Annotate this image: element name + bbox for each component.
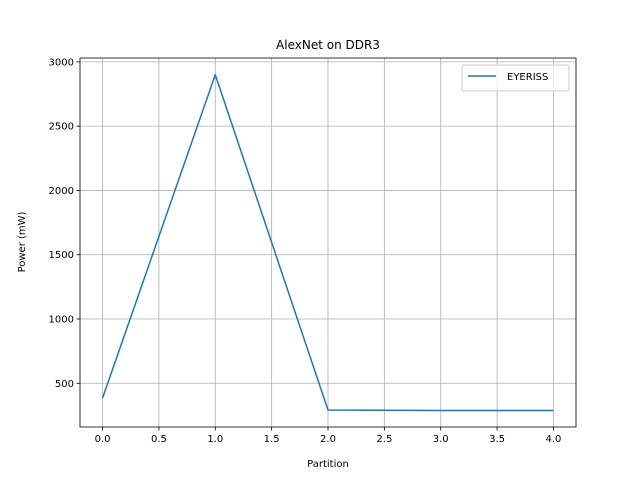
- grid: [80, 58, 576, 427]
- y-tick-label: 2000: [49, 186, 74, 197]
- y-axis-label: Power (mW): [17, 211, 28, 272]
- y-axis-ticks: 500 1000 1500 2000 2500 3000: [49, 57, 80, 390]
- x-tick-label: 3.5: [489, 434, 505, 445]
- legend: EYERISS: [461, 64, 570, 92]
- x-tick-label: 2.5: [376, 434, 392, 445]
- legend-box: [461, 64, 570, 92]
- x-axis-ticks: 0.0 0.5 1.0 1.5 2.0 2.5 3.0 3.5 4.0: [95, 427, 562, 445]
- chart-title: AlexNet on DDR3: [276, 38, 380, 52]
- x-tick-label: 4.0: [546, 434, 562, 445]
- x-tick-label: 1.0: [207, 434, 223, 445]
- y-tick-label: 2500: [49, 122, 74, 133]
- x-axis-label: Partition: [307, 459, 349, 470]
- series-layer: [101, 73, 554, 412]
- x-tick-label: 2.0: [320, 434, 336, 445]
- legend-label-eyeriss: EYERISS: [507, 72, 548, 83]
- y-tick-label: 1500: [49, 250, 74, 261]
- y-tick-label: 3000: [49, 57, 74, 68]
- x-tick-label: 1.5: [264, 434, 280, 445]
- y-tick-label: 1000: [49, 315, 74, 326]
- x-tick-label: 0.0: [95, 434, 111, 445]
- x-tick-label: 0.5: [151, 434, 167, 445]
- y-tick-label: 500: [55, 379, 74, 390]
- x-tick-label: 3.0: [433, 434, 449, 445]
- series-line-eyeriss: [101, 73, 554, 412]
